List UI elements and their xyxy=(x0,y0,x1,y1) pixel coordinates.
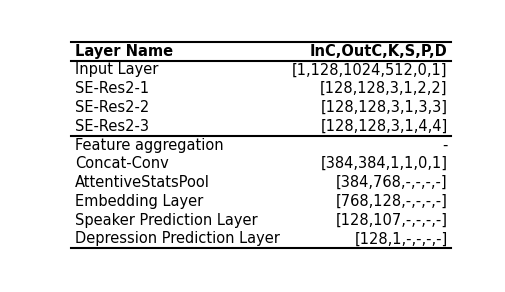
Text: InC,OutC,K,S,P,D: InC,OutC,K,S,P,D xyxy=(309,44,447,59)
Text: Concat-Conv: Concat-Conv xyxy=(75,156,169,171)
Text: [128,128,3,1,4,4]: [128,128,3,1,4,4] xyxy=(320,119,447,134)
Text: [1,128,1024,512,0,1]: [1,128,1024,512,0,1] xyxy=(291,62,447,77)
Text: Layer Name: Layer Name xyxy=(75,44,173,59)
Text: [384,384,1,1,0,1]: [384,384,1,1,0,1] xyxy=(320,156,447,171)
Text: [128,1,-,-,-,-]: [128,1,-,-,-,-] xyxy=(354,231,447,246)
Text: Feature aggregation: Feature aggregation xyxy=(75,138,223,152)
Text: AttentiveStatsPool: AttentiveStatsPool xyxy=(75,175,210,190)
Text: Speaker Prediction Layer: Speaker Prediction Layer xyxy=(75,213,257,227)
Text: [768,128,-,-,-,-]: [768,128,-,-,-,-] xyxy=(335,194,447,209)
Text: SE-Res2-1: SE-Res2-1 xyxy=(75,81,149,96)
Text: Input Layer: Input Layer xyxy=(75,62,158,77)
Text: Depression Prediction Layer: Depression Prediction Layer xyxy=(75,231,279,246)
Text: [384,768,-,-,-,-]: [384,768,-,-,-,-] xyxy=(335,175,447,190)
Text: [128,107,-,-,-,-]: [128,107,-,-,-,-] xyxy=(335,213,447,227)
Text: [128,128,3,1,3,3]: [128,128,3,1,3,3] xyxy=(320,100,447,115)
Text: [128,128,3,1,2,2]: [128,128,3,1,2,2] xyxy=(320,81,447,96)
Text: SE-Res2-3: SE-Res2-3 xyxy=(75,119,148,134)
Text: -: - xyxy=(441,138,447,152)
Text: SE-Res2-2: SE-Res2-2 xyxy=(75,100,149,115)
Text: Embedding Layer: Embedding Layer xyxy=(75,194,203,209)
